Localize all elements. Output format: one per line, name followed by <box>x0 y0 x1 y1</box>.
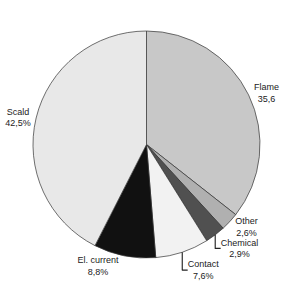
svg-text:Chemical2,9%: Chemical2,9% <box>221 238 259 260</box>
svg-text:Scald42,5%: Scald42,5% <box>5 107 31 129</box>
svg-text:Contact7,6%: Contact7,6% <box>188 259 220 281</box>
svg-text:Flame35,6: Flame35,6 <box>254 82 279 104</box>
svg-text:Other2,6%: Other2,6% <box>235 216 258 238</box>
svg-text:El. current8,8%: El. current8,8% <box>78 255 120 277</box>
